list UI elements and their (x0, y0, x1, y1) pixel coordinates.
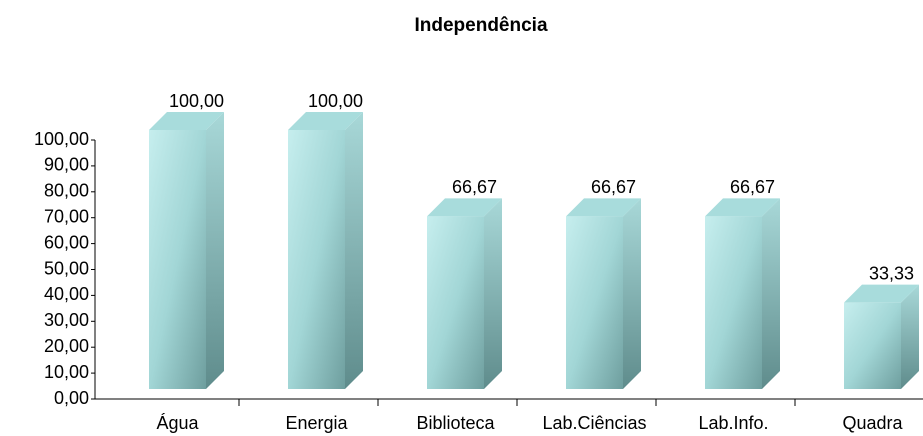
bar-front (427, 216, 484, 389)
bar-front (705, 216, 762, 389)
x-tick-label: Água (156, 413, 199, 433)
x-tick-label: Lab.Ciências (542, 413, 646, 433)
bar-top (705, 198, 780, 217)
bar (844, 284, 919, 389)
y-tick-label: 100,00 (34, 129, 89, 149)
bar (566, 198, 641, 389)
bar-top (427, 198, 502, 217)
bar (427, 198, 502, 389)
y-tick-label: 30,00 (44, 310, 89, 330)
bar-side (484, 198, 502, 389)
bar-top (149, 112, 224, 130)
bar-side (345, 112, 363, 389)
value-label: 33,33 (869, 263, 914, 283)
bar-front (288, 130, 345, 389)
value-label: 100,00 (169, 91, 224, 111)
bar-side (762, 198, 780, 389)
value-label: 100,00 (308, 91, 363, 111)
bar-front (566, 216, 623, 389)
y-tick-label: 90,00 (44, 155, 89, 175)
x-tick-label: Energia (285, 413, 348, 433)
y-tick-label: 0,00 (54, 388, 89, 408)
y-tick-label: 60,00 (44, 232, 89, 252)
x-tick-label: Quadra (842, 413, 903, 433)
value-label: 66,67 (591, 177, 636, 197)
y-tick-label: 20,00 (44, 336, 89, 356)
bar-front (844, 302, 901, 389)
y-tick-label: 10,00 (44, 362, 89, 382)
bar-top (566, 198, 641, 217)
bar-side (901, 284, 919, 389)
bar-top (844, 284, 919, 303)
bar (288, 112, 363, 389)
bar-side (206, 112, 224, 389)
bar-side (623, 198, 641, 389)
x-tick-label: Lab.Info. (698, 413, 768, 433)
bar-top (288, 112, 363, 130)
y-tick-label: 70,00 (44, 206, 89, 226)
bar-front (149, 130, 206, 389)
value-label: 66,67 (730, 177, 775, 197)
bar (149, 112, 224, 389)
y-tick-label: 50,00 (44, 258, 89, 278)
value-label: 66,67 (452, 177, 497, 197)
y-tick-label: 80,00 (44, 181, 89, 201)
x-tick-label: Biblioteca (416, 413, 495, 433)
chart-title: Independência (414, 15, 547, 36)
bar (705, 198, 780, 389)
y-tick-label: 40,00 (44, 284, 89, 304)
